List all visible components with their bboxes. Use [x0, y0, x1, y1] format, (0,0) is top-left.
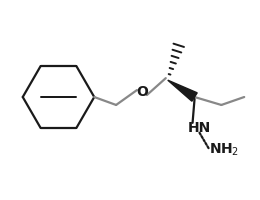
- Text: NH$_2$: NH$_2$: [210, 141, 240, 158]
- Text: O: O: [136, 85, 148, 99]
- Text: HN: HN: [188, 121, 211, 135]
- Polygon shape: [168, 80, 197, 101]
